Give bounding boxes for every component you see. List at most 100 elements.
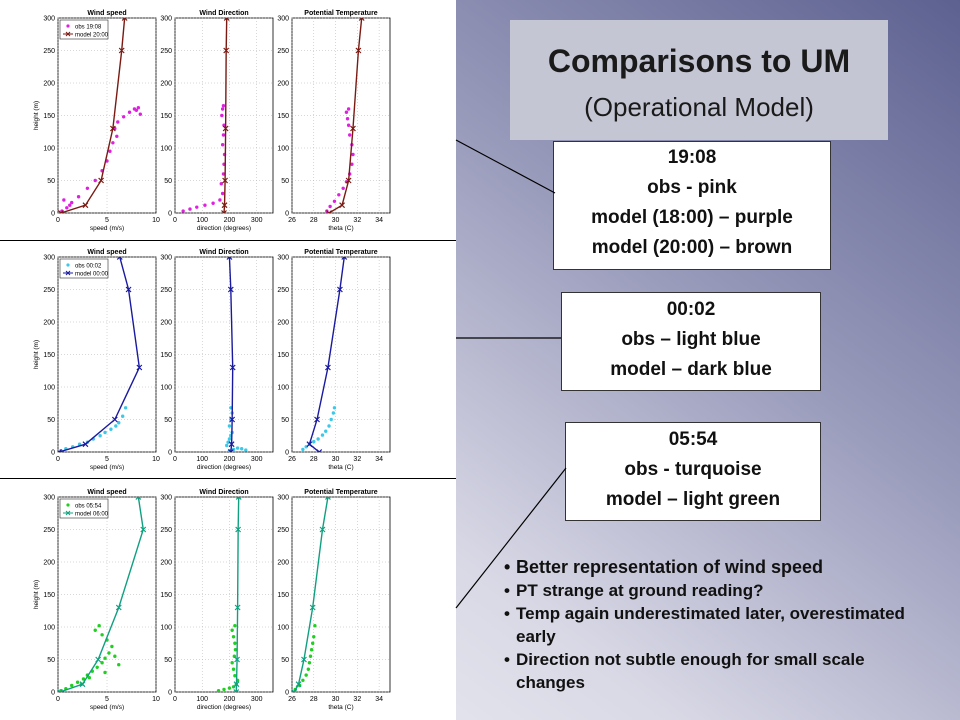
bullet-item: • Direction not subtle enough for small s… [504,650,865,692]
plot-3: 0 50 100 150 200 250 300 26 28 30 32 34 Potential Te… [277,10,391,232]
model-marker [221,202,228,209]
model-marker [233,689,240,692]
obs-point [235,446,240,450]
obs-point [221,172,226,176]
slide-title: Comparisons to UM [547,43,851,79]
model-marker [111,416,118,423]
obs-point [221,133,226,137]
obs-point [70,200,74,205]
x-axis-label: speed (m/s) [90,225,124,232]
obs-point [310,641,315,645]
plot-data [301,257,348,452]
obs-point [312,635,316,639]
obs-point [93,628,97,632]
legend-label: obs 00:02 [75,263,102,269]
model-marker [223,18,230,21]
x-tick-label: 34 [375,217,383,224]
x-tick-label: 200 [224,696,236,703]
x-tick-label: 28 [310,696,318,703]
plot-data [58,497,147,692]
legend-swatch-marker [65,270,71,276]
plot-title: Potential Temperature [304,489,377,496]
obs-point [188,207,192,211]
info-line: 00:02 [666,299,716,320]
obs-point [113,654,117,658]
y-tick-label: 300 [277,495,289,502]
y-tick-label: 250 [43,527,55,534]
model-marker [234,604,241,611]
info-line: obs - turquoise [624,459,762,480]
y-tick-label: 0 [285,690,289,697]
obs-point [75,680,80,684]
y-tick-label: 150 [277,592,289,599]
obs-point [216,689,221,692]
obs-point [134,108,139,113]
obs-point [233,641,237,645]
plot-title: Potential Temperature [304,249,377,256]
obs-point [307,661,312,665]
info-line: model – dark blue [610,359,772,380]
obs-point [70,683,74,688]
obs-point [138,112,143,116]
model-marker [226,257,233,260]
y-axis-label: height (m) [33,101,40,130]
x-tick-label: 0 [56,456,60,463]
plot-title: Wind speed [87,489,126,496]
model-marker [79,681,86,688]
y-tick-label: 150 [160,592,172,599]
x-axis-label: direction (degrees) [197,225,251,232]
obs-point [225,443,229,448]
x-tick-label: 0 [56,696,60,703]
y-tick-label: 50 [47,417,55,424]
legend-swatch-dot [66,503,70,507]
y-tick-label: 200 [277,560,289,567]
x-axis-label: theta (C) [328,464,353,471]
x-tick-label: 32 [353,456,361,463]
y-tick-label: 300 [160,255,172,262]
obs-point [100,633,104,637]
info-box-1908: 19:08 obs - pink model (18:00) – purple … [553,141,831,270]
model-marker [228,441,235,448]
obs-point [348,133,352,137]
y-tick-label: 250 [43,287,55,294]
y-tick-label: 50 [281,178,289,185]
model-marker [222,125,229,132]
y-tick-label: 250 [160,527,172,534]
obs-point [115,134,119,138]
plot-title: Wind speed [87,10,126,17]
connector-line-1 [455,139,556,194]
slide-subtitle: (Operational Model) [584,92,814,122]
obs-point [230,628,234,632]
info-line: obs - pink [647,177,737,198]
model-marker [118,47,125,54]
obs-point [68,203,72,207]
obs-point [110,644,114,649]
obs-point [220,191,225,196]
model-marker [301,656,307,663]
obs-point [103,670,107,675]
x-tick-label: 32 [353,696,361,703]
model-marker [98,177,105,184]
model-line [59,497,144,692]
y-tick-label: 300 [43,495,55,502]
plot-6: 0 50 100 150 200 250 300 26 28 30 32 34 Potential Te… [277,249,391,471]
y-tick-label: 100 [160,385,172,392]
y-tick-label: 0 [168,450,172,457]
plot-title: Wind speed [87,249,126,256]
model-marker [221,210,227,213]
y-tick-label: 100 [43,146,55,153]
y-tick-label: 50 [281,417,289,424]
y-tick-label: 50 [47,657,55,664]
obs-point [220,107,225,111]
x-tick-label: 5 [105,217,109,224]
y-tick-label: 150 [160,113,172,120]
obs-point [220,113,224,118]
plot-title: Wind Direction [199,10,248,17]
x-tick-label: 200 [224,217,236,224]
y-tick-label: 250 [277,527,289,534]
title-box: Comparisons to UM (Operational Model) [510,20,888,140]
x-tick-label: 300 [251,696,263,703]
model-marker [223,47,230,54]
x-tick-label: 0 [173,456,177,463]
legend-swatch-dot [66,24,70,28]
